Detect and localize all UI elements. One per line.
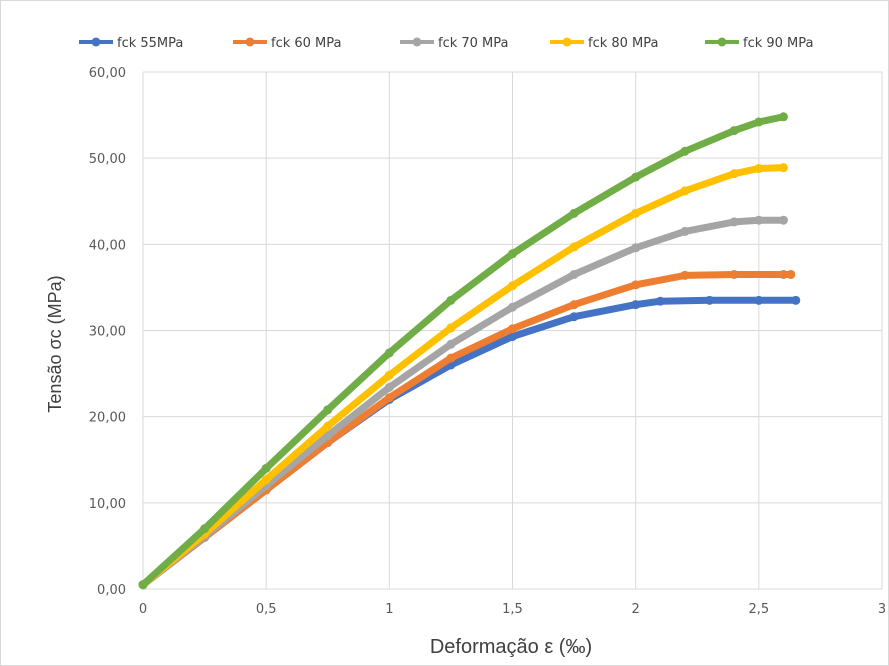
data-point bbox=[778, 112, 788, 122]
data-point bbox=[569, 300, 579, 310]
data-point bbox=[680, 186, 690, 196]
data-point bbox=[323, 431, 333, 441]
legend-label: fck 80 MPa bbox=[588, 36, 659, 51]
legend-swatch-marker bbox=[245, 37, 255, 47]
data-point bbox=[786, 269, 796, 279]
data-point bbox=[569, 208, 579, 218]
data-point bbox=[631, 243, 641, 253]
chart-grid bbox=[142, 71, 883, 590]
series-4 bbox=[138, 163, 788, 590]
data-point bbox=[778, 163, 788, 173]
data-point bbox=[446, 353, 456, 363]
data-point bbox=[631, 208, 641, 218]
data-point bbox=[384, 348, 394, 358]
data-point bbox=[508, 332, 517, 342]
data-point bbox=[778, 269, 788, 279]
series-5 bbox=[138, 112, 788, 590]
legend-label: fck 70 MPa bbox=[438, 36, 509, 51]
data-point bbox=[200, 524, 210, 534]
y-tick-label: 30,00 bbox=[89, 325, 126, 340]
data-point bbox=[778, 215, 788, 225]
x-tick-label: 0 bbox=[139, 602, 147, 617]
x-axis-ticks: 0 0,5 1 1,5 2 2,5 3 bbox=[139, 602, 886, 617]
legend-swatch-marker bbox=[412, 37, 422, 47]
y-tick-label: 50,00 bbox=[89, 152, 126, 167]
legend-label: fck 55MPa bbox=[117, 36, 183, 51]
data-point bbox=[384, 382, 394, 392]
y-tick-label: 40,00 bbox=[89, 238, 126, 253]
data-point bbox=[655, 296, 665, 306]
legend-swatch-marker bbox=[562, 37, 572, 47]
data-point bbox=[323, 405, 333, 415]
data-point bbox=[729, 126, 739, 136]
data-point bbox=[384, 393, 394, 403]
data-point bbox=[754, 215, 764, 225]
x-tick-label: 0,5 bbox=[256, 602, 277, 617]
plot-area bbox=[138, 112, 801, 590]
data-point bbox=[569, 242, 579, 252]
data-point bbox=[323, 421, 333, 431]
y-tick-label: 20,00 bbox=[89, 411, 126, 426]
legend-item: fck 80 MPa bbox=[550, 36, 659, 51]
data-point bbox=[569, 312, 579, 322]
data-point bbox=[508, 302, 517, 312]
data-point bbox=[729, 269, 739, 279]
legend-item: fck 90 MPa bbox=[705, 36, 814, 51]
data-point bbox=[631, 172, 641, 182]
data-point bbox=[754, 117, 764, 127]
y-axis-ticks: 0,00 10,00 20,00 30,00 40,00 50,00 60,00 bbox=[89, 66, 126, 598]
data-point bbox=[446, 339, 456, 349]
chart-legend: fck 55MPa fck 60 MPa fck 70 MPa fck 80 MPa f… bbox=[79, 36, 814, 51]
series-3 bbox=[138, 215, 788, 590]
data-point bbox=[508, 249, 517, 259]
y-tick-label: 0,00 bbox=[97, 583, 126, 598]
data-point bbox=[508, 281, 517, 291]
legend-item: fck 60 MPa bbox=[233, 36, 342, 51]
x-axis-title: Deformação ε (‰) bbox=[430, 636, 592, 658]
data-point bbox=[508, 324, 517, 334]
data-point bbox=[680, 270, 690, 280]
data-point bbox=[631, 280, 641, 290]
data-point bbox=[631, 300, 641, 310]
data-point bbox=[791, 295, 801, 305]
series-1 bbox=[138, 295, 801, 590]
data-point bbox=[261, 475, 271, 485]
data-point bbox=[754, 164, 764, 174]
data-point bbox=[138, 580, 148, 590]
data-point bbox=[705, 295, 715, 305]
data-point bbox=[729, 217, 739, 227]
data-point bbox=[446, 295, 456, 305]
y-axis-title: Tensão σc (MPa) bbox=[45, 275, 65, 412]
data-point bbox=[754, 295, 764, 305]
y-tick-label: 10,00 bbox=[89, 497, 126, 512]
legend-label: fck 60 MPa bbox=[271, 36, 342, 51]
x-tick-label: 1,5 bbox=[502, 602, 523, 617]
legend-swatch-marker bbox=[717, 37, 727, 47]
x-tick-label: 3 bbox=[878, 602, 886, 617]
data-point bbox=[680, 146, 690, 156]
legend-item: fck 55MPa bbox=[79, 36, 183, 51]
series-line bbox=[139, 296, 800, 589]
y-tick-label: 60,00 bbox=[89, 66, 126, 81]
data-point bbox=[729, 169, 739, 179]
x-tick-label: 2,5 bbox=[748, 602, 769, 617]
x-tick-label: 1 bbox=[385, 602, 393, 617]
legend-swatch-marker bbox=[91, 37, 101, 47]
x-tick-label: 2 bbox=[632, 602, 640, 617]
legend-label: fck 90 MPa bbox=[743, 36, 814, 51]
data-point bbox=[261, 463, 271, 473]
legend-item: fck 70 MPa bbox=[400, 36, 509, 51]
data-point bbox=[680, 226, 690, 236]
data-point bbox=[384, 370, 394, 380]
data-point bbox=[569, 269, 579, 279]
data-point bbox=[446, 323, 456, 333]
